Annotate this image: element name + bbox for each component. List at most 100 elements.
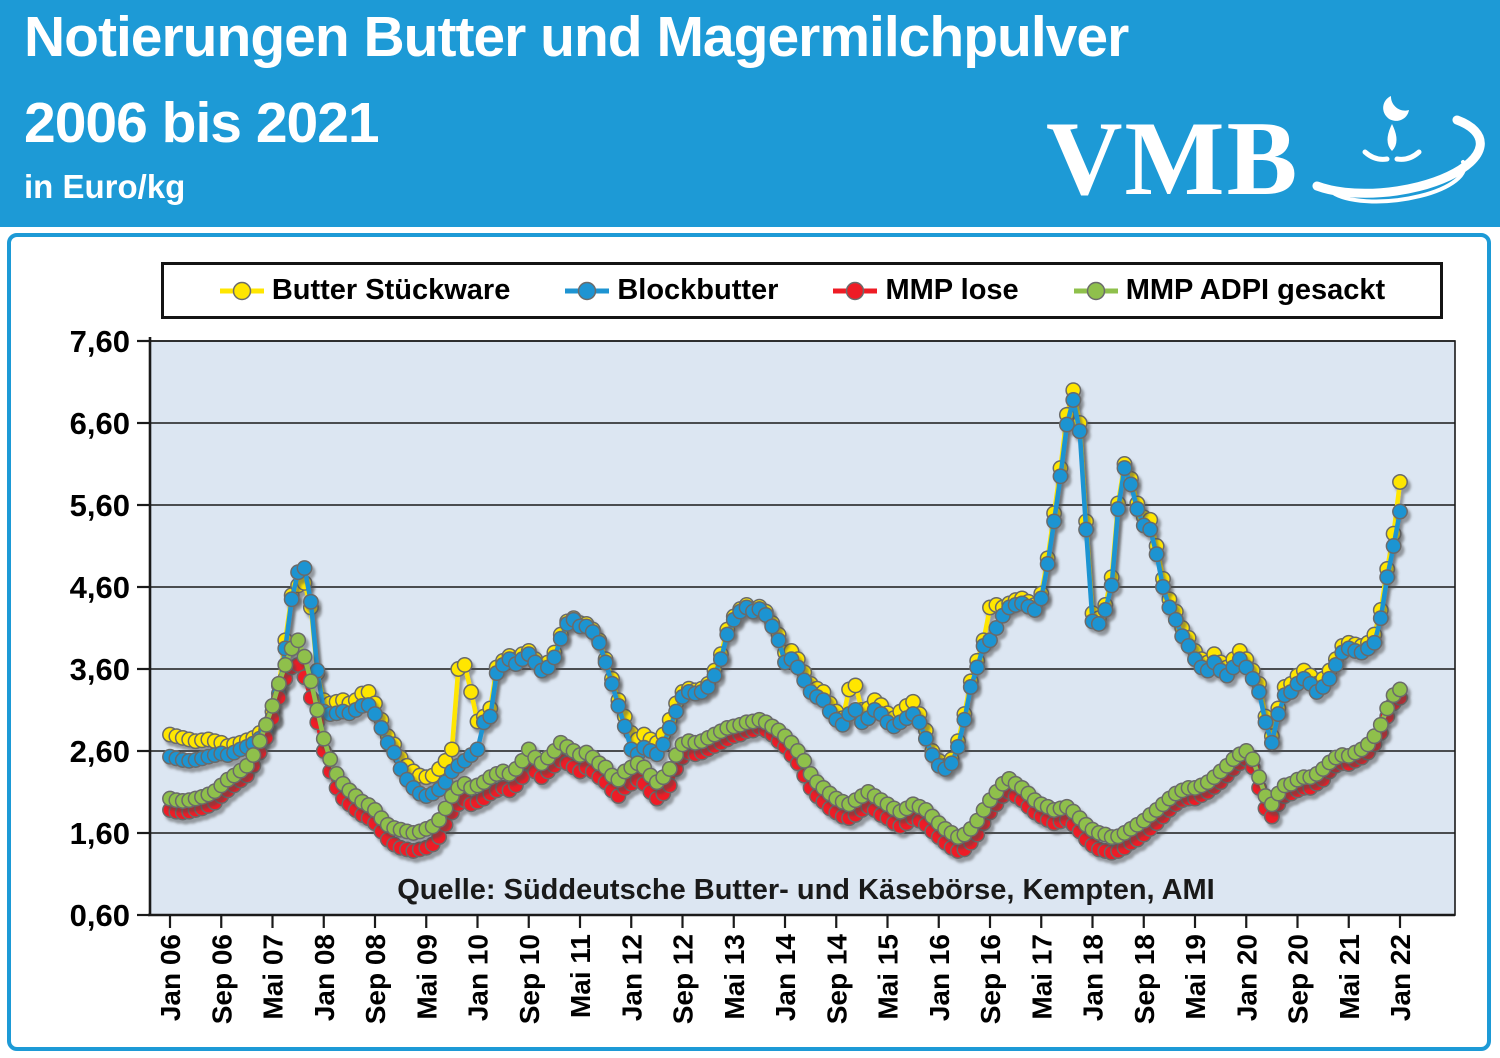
- header-banner: Notierungen Butter und Magermilchpulver …: [0, 0, 1500, 227]
- plot-area: [150, 341, 1455, 915]
- series-marker-mmp-adpi-gesackt: [796, 752, 813, 769]
- series-marker-mmp-adpi-gesackt: [290, 632, 307, 649]
- x-tick-label: Jan 06: [155, 934, 186, 1021]
- series-marker-blockbutter: [1161, 599, 1178, 616]
- x-tick-label: Jan 16: [924, 934, 955, 1021]
- series-marker-mmp-adpi-gesackt: [1372, 716, 1389, 733]
- series-marker-blockbutter: [591, 634, 608, 651]
- series-marker-blockbutter: [1379, 569, 1396, 586]
- series-marker-blockbutter: [373, 720, 390, 736]
- x-tick-label: Mai 07: [258, 934, 289, 1020]
- series-marker-blockbutter: [1122, 476, 1139, 493]
- series-marker-butter-st-ckware: [456, 656, 473, 673]
- series-marker-blockbutter: [1244, 670, 1261, 687]
- series-marker-blockbutter: [1052, 468, 1069, 485]
- legend-label-mmp-adpi-gesackt: MMP ADPI gesackt: [1125, 274, 1386, 306]
- legend-marker-icon-mmp-adpi-gesackt: [1073, 281, 1118, 300]
- series-marker-blockbutter: [917, 730, 934, 747]
- series-marker-mmp-adpi-gesackt: [296, 648, 313, 665]
- series-marker-blockbutter: [1039, 556, 1056, 572]
- series-marker-blockbutter: [302, 593, 319, 610]
- series-marker-blockbutter: [1116, 460, 1133, 477]
- series-marker-blockbutter: [847, 702, 864, 718]
- legend-marker-icon-blockbutter: [565, 281, 610, 300]
- x-tick-label: Sep 18: [1129, 934, 1160, 1024]
- series-marker-blockbutter: [969, 659, 986, 676]
- series-marker-mmp-adpi-gesackt: [277, 656, 294, 673]
- y-tick-label: 4,60: [70, 570, 130, 605]
- series-marker-mmp-adpi-gesackt: [1379, 700, 1396, 717]
- series-marker-mmp-adpi-gesackt: [251, 733, 268, 750]
- series-marker-butter-st-ckware: [463, 684, 480, 700]
- series-marker-blockbutter: [1071, 423, 1088, 440]
- x-tick-label: Sep 14: [821, 934, 852, 1025]
- page-title-line1: Notierungen Butter und Magermilchpulver: [24, 5, 1129, 69]
- y-tick-label: 7,60: [70, 324, 130, 359]
- vmb-logo: VMB: [1046, 96, 1490, 217]
- series-marker-blockbutter: [1065, 392, 1082, 408]
- series-marker-mmp-adpi-gesackt: [1251, 769, 1268, 786]
- series-marker-blockbutter: [789, 659, 806, 676]
- series-marker-blockbutter: [552, 630, 569, 647]
- legend-label-mmp-lose: MMP lose: [885, 274, 1019, 306]
- series-marker-blockbutter: [655, 736, 672, 753]
- page-title-line2: 2006 bis 2021: [24, 91, 380, 155]
- series-marker-blockbutter: [962, 679, 979, 695]
- vmb-logo-text: VMB: [1046, 99, 1300, 217]
- legend-item-mmp-adpi-gesackt: MMP ADPI gesackt: [1073, 274, 1385, 307]
- series-marker-blockbutter: [469, 741, 486, 758]
- x-tick-label: Mai 21: [1334, 934, 1365, 1020]
- legend-marker-icon-mmp-lose: [833, 281, 878, 300]
- series-marker-blockbutter: [1385, 538, 1402, 554]
- x-tick-label: Sep 10: [514, 934, 545, 1024]
- series-marker-blockbutter: [1270, 706, 1287, 723]
- series-marker-blockbutter: [1148, 546, 1165, 563]
- x-tick-label: Sep 20: [1283, 934, 1314, 1024]
- series-marker-blockbutter: [546, 649, 563, 666]
- series-marker-blockbutter: [1327, 656, 1344, 673]
- series-marker-mmp-adpi-gesackt: [1244, 751, 1261, 768]
- series-marker-blockbutter: [982, 632, 998, 649]
- series-marker-mmp-adpi-gesackt: [322, 751, 339, 768]
- series-marker-blockbutter: [668, 703, 685, 720]
- series-marker-mmp-adpi-gesackt: [1392, 681, 1408, 698]
- series-marker-blockbutter: [1263, 734, 1280, 751]
- series-marker-blockbutter: [1167, 611, 1184, 628]
- series-marker-blockbutter: [616, 718, 633, 735]
- series-marker-mmp-adpi-gesackt: [264, 697, 281, 714]
- x-tick-label: Jan 14: [770, 934, 801, 1022]
- series-mmp-adpi-gesackt: [162, 632, 1408, 846]
- series-marker-butter-st-ckware: [847, 677, 864, 694]
- series-marker-blockbutter: [610, 697, 627, 714]
- x-tick-label: Sep 16: [975, 934, 1006, 1024]
- series-marker-blockbutter: [1110, 501, 1127, 518]
- series-marker-blockbutter: [1129, 501, 1146, 518]
- series-marker-blockbutter: [764, 618, 781, 635]
- series-marker-blockbutter: [1058, 416, 1075, 433]
- legend-label-butter-st-ckware: Butter Stückware: [271, 274, 511, 306]
- series-marker-mmp-adpi-gesackt: [437, 800, 454, 817]
- vmb-logo-swirl-icon: [1295, 90, 1490, 213]
- x-tick-label: Jan 18: [1078, 934, 1109, 1021]
- series-marker-mmp-adpi-gesackt: [302, 673, 319, 690]
- series-marker-blockbutter: [661, 720, 678, 736]
- y-tick-label: 0,60: [70, 898, 130, 933]
- legend-item-blockbutter: Blockbutter: [564, 274, 778, 307]
- series-marker-blockbutter: [706, 667, 723, 684]
- series-marker-blockbutter: [943, 755, 960, 772]
- x-tick-label: Jan 08: [309, 934, 340, 1021]
- series-marker-blockbutter: [770, 632, 787, 649]
- series-marker-blockbutter: [1097, 602, 1114, 618]
- y-tick-label: 5,60: [70, 488, 130, 523]
- series-marker-blockbutter: [367, 706, 383, 723]
- series-marker-mmp-adpi-gesackt: [661, 761, 678, 777]
- source-note: Quelle: Süddeutsche Butter- und Käsebörs…: [397, 874, 1214, 906]
- series-marker-blockbutter: [988, 620, 1005, 636]
- legend-marker-icon-butter-st-ckware: [219, 281, 264, 300]
- x-tick-label: Sep 12: [668, 934, 699, 1024]
- series-marker-blockbutter: [1372, 610, 1389, 627]
- series-marker-blockbutter: [956, 711, 973, 728]
- series-marker-blockbutter: [1321, 670, 1338, 687]
- series-marker-mmp-adpi-gesackt: [315, 730, 332, 747]
- chart-legend: Butter Stückware Blockbutter MMP lose MMP A…: [161, 262, 1443, 319]
